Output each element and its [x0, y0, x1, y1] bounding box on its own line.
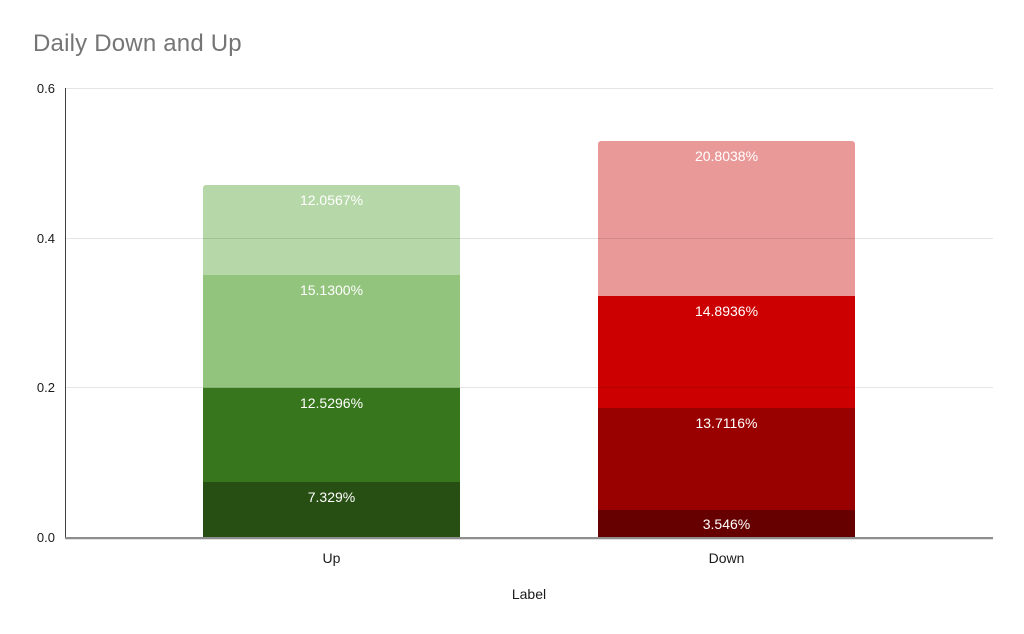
gridline-0.4 — [65, 238, 993, 239]
x-category-label-down: Down — [708, 550, 745, 566]
bar-up: 7.329% 12.5296% 15.1300% 12.0567% — [203, 88, 460, 537]
y-tick-label-0.2: 0.2 — [36, 380, 55, 395]
segment-label: 15.1300% — [299, 282, 364, 299]
x-axis-baseline — [65, 537, 993, 539]
chart-title: Daily Down and Up — [33, 30, 242, 57]
y-tick-label-0.0: 0.0 — [36, 530, 55, 545]
bar-segment-down-0: 3.546% — [598, 510, 855, 537]
bar-segment-up-0: 7.329% — [203, 482, 460, 537]
gridline-0.6 — [65, 88, 993, 89]
segment-label: 14.8936% — [694, 303, 759, 320]
segment-label: 3.546% — [702, 515, 751, 532]
segment-label: 13.7116% — [695, 414, 758, 431]
x-axis-title: Label — [511, 586, 547, 602]
y-tick-label-0.6: 0.6 — [36, 81, 55, 96]
bar-segment-down-1: 13.7116% — [598, 407, 855, 511]
segment-label: 7.329% — [307, 489, 356, 506]
bar-down: 3.546% 13.7116% 14.8936% 20.8038% — [598, 88, 855, 537]
x-category-label-up: Up — [322, 550, 341, 566]
y-tick-label-0.4: 0.4 — [36, 231, 55, 246]
bar-segment-down-2: 14.8936% — [598, 296, 855, 408]
gridline-0.2 — [65, 387, 993, 388]
bar-segment-up-2: 15.1300% — [203, 275, 460, 389]
y-axis-line — [65, 88, 66, 537]
segment-label: 20.8038% — [694, 147, 759, 164]
bar-segment-down-3: 20.8038% — [598, 140, 855, 297]
bar-segment-up-3: 12.0567% — [203, 184, 460, 276]
segment-label: 12.5296% — [299, 395, 364, 412]
segment-label: 12.0567% — [299, 191, 364, 208]
bar-segment-up-1: 12.5296% — [203, 388, 460, 483]
